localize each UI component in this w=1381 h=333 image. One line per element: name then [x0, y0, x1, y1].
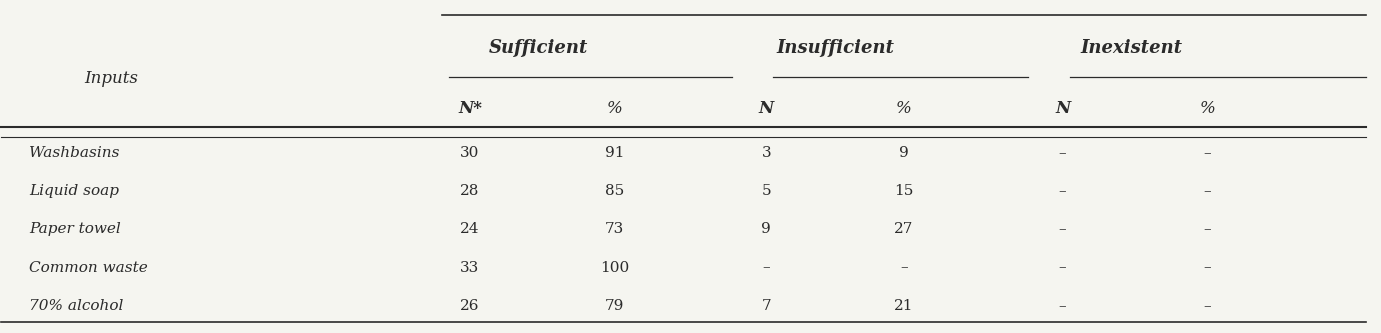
Text: –: – — [1059, 146, 1066, 160]
Text: 5: 5 — [761, 184, 771, 198]
Text: %: % — [1200, 100, 1215, 117]
Text: Liquid soap: Liquid soap — [29, 184, 119, 198]
Text: –: – — [1059, 184, 1066, 198]
Text: Sufficient: Sufficient — [489, 39, 588, 57]
Text: –: – — [1203, 184, 1211, 198]
Text: Paper towel: Paper towel — [29, 222, 120, 236]
Text: 30: 30 — [460, 146, 479, 160]
Text: Insufficient: Insufficient — [776, 39, 895, 57]
Text: 26: 26 — [460, 299, 479, 313]
Text: –: – — [1203, 299, 1211, 313]
Text: 27: 27 — [895, 222, 914, 236]
Text: 7: 7 — [761, 299, 771, 313]
Text: 79: 79 — [605, 299, 624, 313]
Text: –: – — [1203, 260, 1211, 274]
Text: Inputs: Inputs — [84, 70, 138, 87]
Text: %: % — [896, 100, 911, 117]
Text: –: – — [1203, 146, 1211, 160]
Text: –: – — [762, 260, 771, 274]
Text: –: – — [1059, 222, 1066, 236]
Text: N*: N* — [458, 100, 482, 117]
Text: –: – — [1059, 299, 1066, 313]
Text: 33: 33 — [460, 260, 479, 274]
Text: 70% alcohol: 70% alcohol — [29, 299, 123, 313]
Text: 85: 85 — [605, 184, 624, 198]
Text: –: – — [900, 260, 907, 274]
Text: –: – — [1203, 222, 1211, 236]
Text: Inexistent: Inexistent — [1080, 39, 1182, 57]
Text: 91: 91 — [605, 146, 624, 160]
Text: –: – — [1059, 260, 1066, 274]
Text: 9: 9 — [761, 222, 771, 236]
Text: 73: 73 — [605, 222, 624, 236]
Text: 21: 21 — [895, 299, 914, 313]
Text: 28: 28 — [460, 184, 479, 198]
Text: Common waste: Common waste — [29, 260, 148, 274]
Text: N: N — [758, 100, 773, 117]
Text: 9: 9 — [899, 146, 909, 160]
Text: 3: 3 — [761, 146, 771, 160]
Text: N: N — [1055, 100, 1070, 117]
Text: Washbasins: Washbasins — [29, 146, 119, 160]
Text: 15: 15 — [895, 184, 914, 198]
Text: %: % — [606, 100, 623, 117]
Text: 100: 100 — [601, 260, 630, 274]
Text: 24: 24 — [460, 222, 479, 236]
